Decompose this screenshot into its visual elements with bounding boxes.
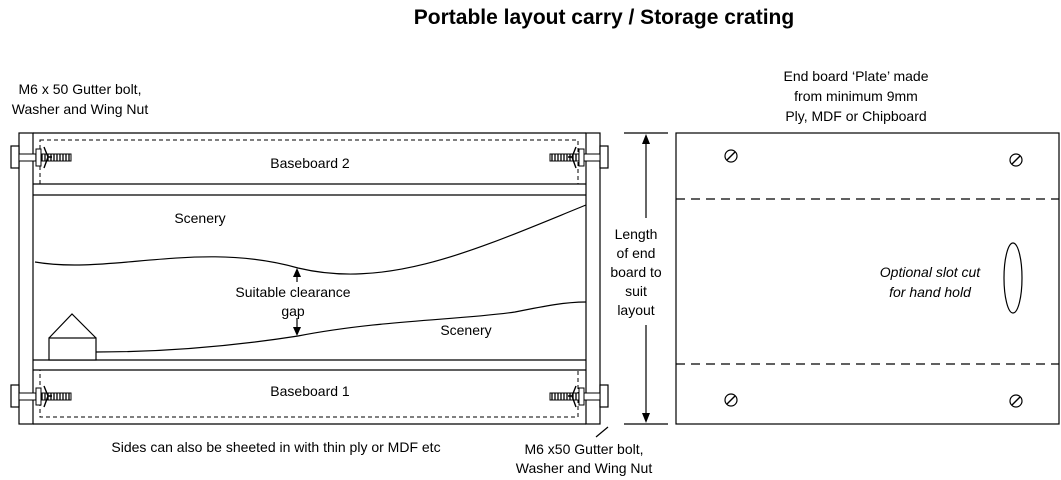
end-plate-note-line-2: from minimum 9mm [794,88,918,104]
length-note-line-3: board to [610,264,662,280]
bolt-top-right [549,145,609,169]
top-bolt-label-line-2: Washer and Wing Nut [12,101,149,117]
baseboard-1: Baseboard 1 [33,359,586,425]
diagram-title: Portable layout carry / Storage crating [414,6,794,29]
length-note-line-5: layout [617,302,654,318]
length-note-line-4: suit [625,283,647,299]
sides-note: Sides can also be sheeted in with thin p… [111,439,440,455]
screw-icon [724,149,738,163]
bolt-bottom-left [10,384,72,408]
right-end-plate [585,132,601,425]
baseboard-1-label: Baseboard 1 [270,383,350,399]
building-model [48,313,97,361]
top-bolt-label-line-1: M6 x 50 Gutter bolt, [19,81,142,97]
bottom-bolt-label-line-1: M6 x50 Gutter bolt, [524,441,643,457]
baseboard-2: Baseboard 2 [33,132,586,196]
length-dimension-arrow [624,132,668,425]
slot-note-line-2: for hand hold [889,284,972,300]
left-end-plate [18,132,34,425]
bolt-bottom-right [549,384,609,408]
top-scenery-label: Scenery [174,210,225,226]
screw-icon [1009,394,1023,408]
clearance-label-line-1: Suitable clearance [235,284,350,300]
baseboard-2-label: Baseboard 2 [270,155,350,171]
length-note-line-1: Length [615,226,658,242]
clearance-label-line-2: gap [281,303,305,319]
screw-icon [724,393,738,407]
screw-icon [1009,153,1023,167]
top-scenery-profile [34,204,587,275]
bottom-bolt-leader [595,426,609,438]
bottom-bolt-label-line-2: Washer and Wing Nut [516,460,653,476]
end-plate-note-line-1: End board ‘Plate’ made [783,68,928,84]
bottom-scenery-profile [95,301,587,353]
clearance-label-backdrop [225,282,359,318]
hand-hold-slot [1003,242,1023,314]
length-note-line-2: of end [617,245,656,261]
bolt-top-left [10,145,72,169]
slot-note-line-1: Optional slot cut [880,264,981,280]
bottom-scenery-label: Scenery [440,322,491,338]
end-plate-note-line-3: Ply, MDF or Chipboard [785,108,926,124]
end-board-plate [675,132,1060,425]
